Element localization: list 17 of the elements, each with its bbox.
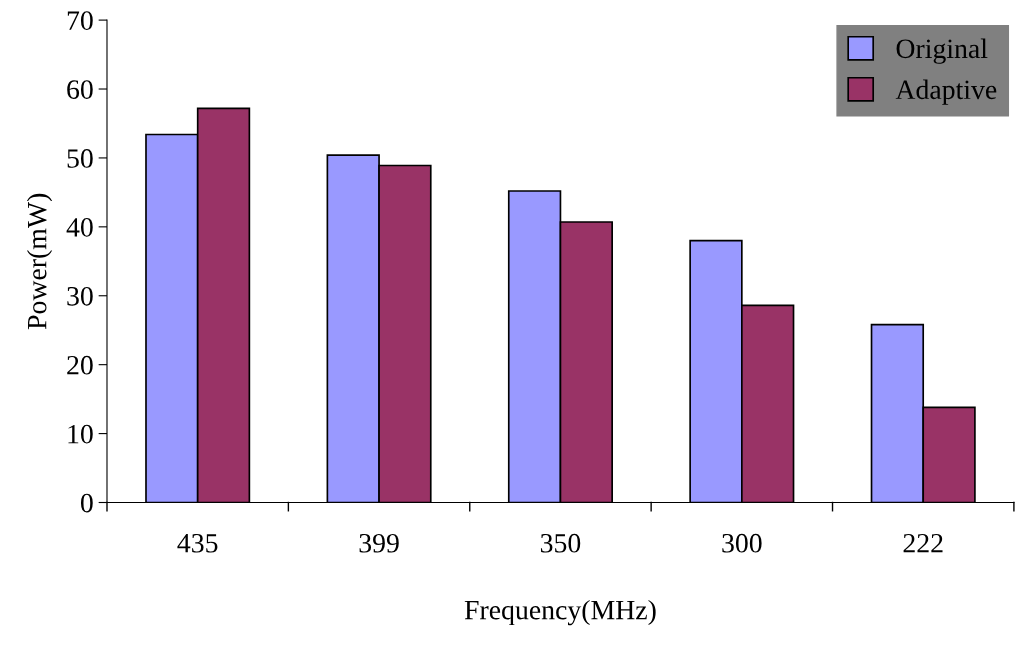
y-tick-label: 50	[67, 149, 93, 168]
x-tick-label: 222	[903, 533, 943, 553]
x-tick-label: 435	[177, 533, 218, 553]
x-tick-label: 399	[359, 533, 399, 553]
y-tick-label: 60	[67, 80, 93, 99]
x-tick-label: 350	[540, 533, 581, 553]
y-tick-label: 70	[67, 11, 93, 31]
legend-label: Original	[896, 38, 988, 64]
y-tick-label: 20	[67, 355, 93, 375]
x-axis-title: Frequency(MHz)	[464, 599, 656, 626]
y-tick-label: 40	[66, 218, 93, 237]
y-tick-label: 30	[67, 286, 93, 306]
y-axis-title: Power(mW)	[26, 193, 53, 330]
legend-label: Adaptive	[895, 79, 997, 105]
y-tick-label: 0	[80, 493, 93, 513]
x-tick-label: 300	[722, 533, 762, 553]
y-tick-label: 10	[68, 424, 93, 444]
